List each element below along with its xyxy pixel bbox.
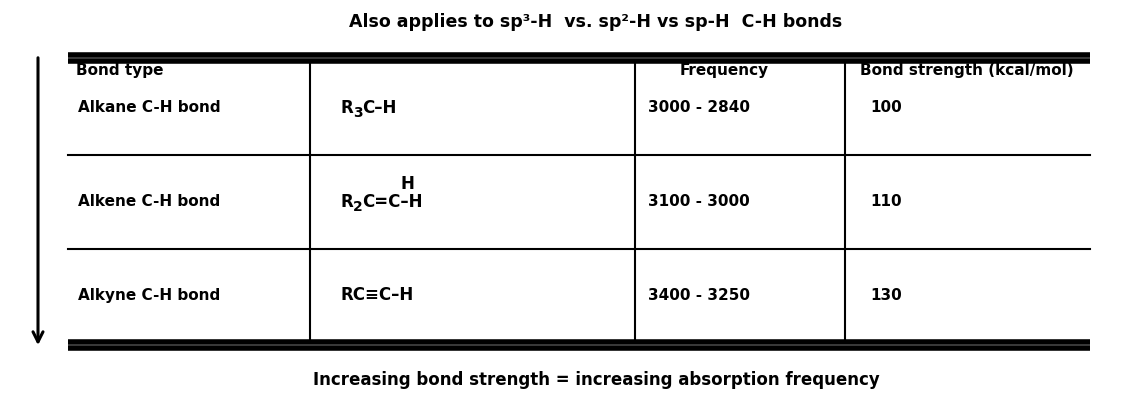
Text: 3100 - 3000: 3100 - 3000 xyxy=(647,195,749,209)
Text: Frequency: Frequency xyxy=(680,62,769,78)
Text: R: R xyxy=(340,193,353,211)
Text: Alkene C-H bond: Alkene C-H bond xyxy=(78,195,220,209)
Text: Alkane C-H bond: Alkane C-H bond xyxy=(78,101,221,115)
Text: Alkyne C-H bond: Alkyne C-H bond xyxy=(78,288,220,303)
Text: R: R xyxy=(340,99,353,117)
Text: 130: 130 xyxy=(870,288,902,303)
Text: RC≡C–H: RC≡C–H xyxy=(340,287,414,304)
Text: 100: 100 xyxy=(870,101,902,115)
Text: Increasing bond strength = increasing absorption frequency: Increasing bond strength = increasing ab… xyxy=(313,371,879,389)
Text: C=C–H: C=C–H xyxy=(362,193,423,211)
Text: H: H xyxy=(400,175,414,193)
Text: Also applies to sp³-H  vs. sp²-H vs sp-H  C-H bonds: Also applies to sp³-H vs. sp²-H vs sp-H … xyxy=(350,13,842,31)
Text: 110: 110 xyxy=(870,195,902,209)
Text: 3000 - 2840: 3000 - 2840 xyxy=(647,101,749,115)
Text: Bond strength (kcal/mol): Bond strength (kcal/mol) xyxy=(860,62,1074,78)
Text: 3400 - 3250: 3400 - 3250 xyxy=(647,288,749,303)
Text: C–H: C–H xyxy=(362,99,397,117)
Text: 3: 3 xyxy=(353,106,362,120)
Text: Bond type: Bond type xyxy=(76,62,164,78)
Text: 2: 2 xyxy=(353,200,363,214)
